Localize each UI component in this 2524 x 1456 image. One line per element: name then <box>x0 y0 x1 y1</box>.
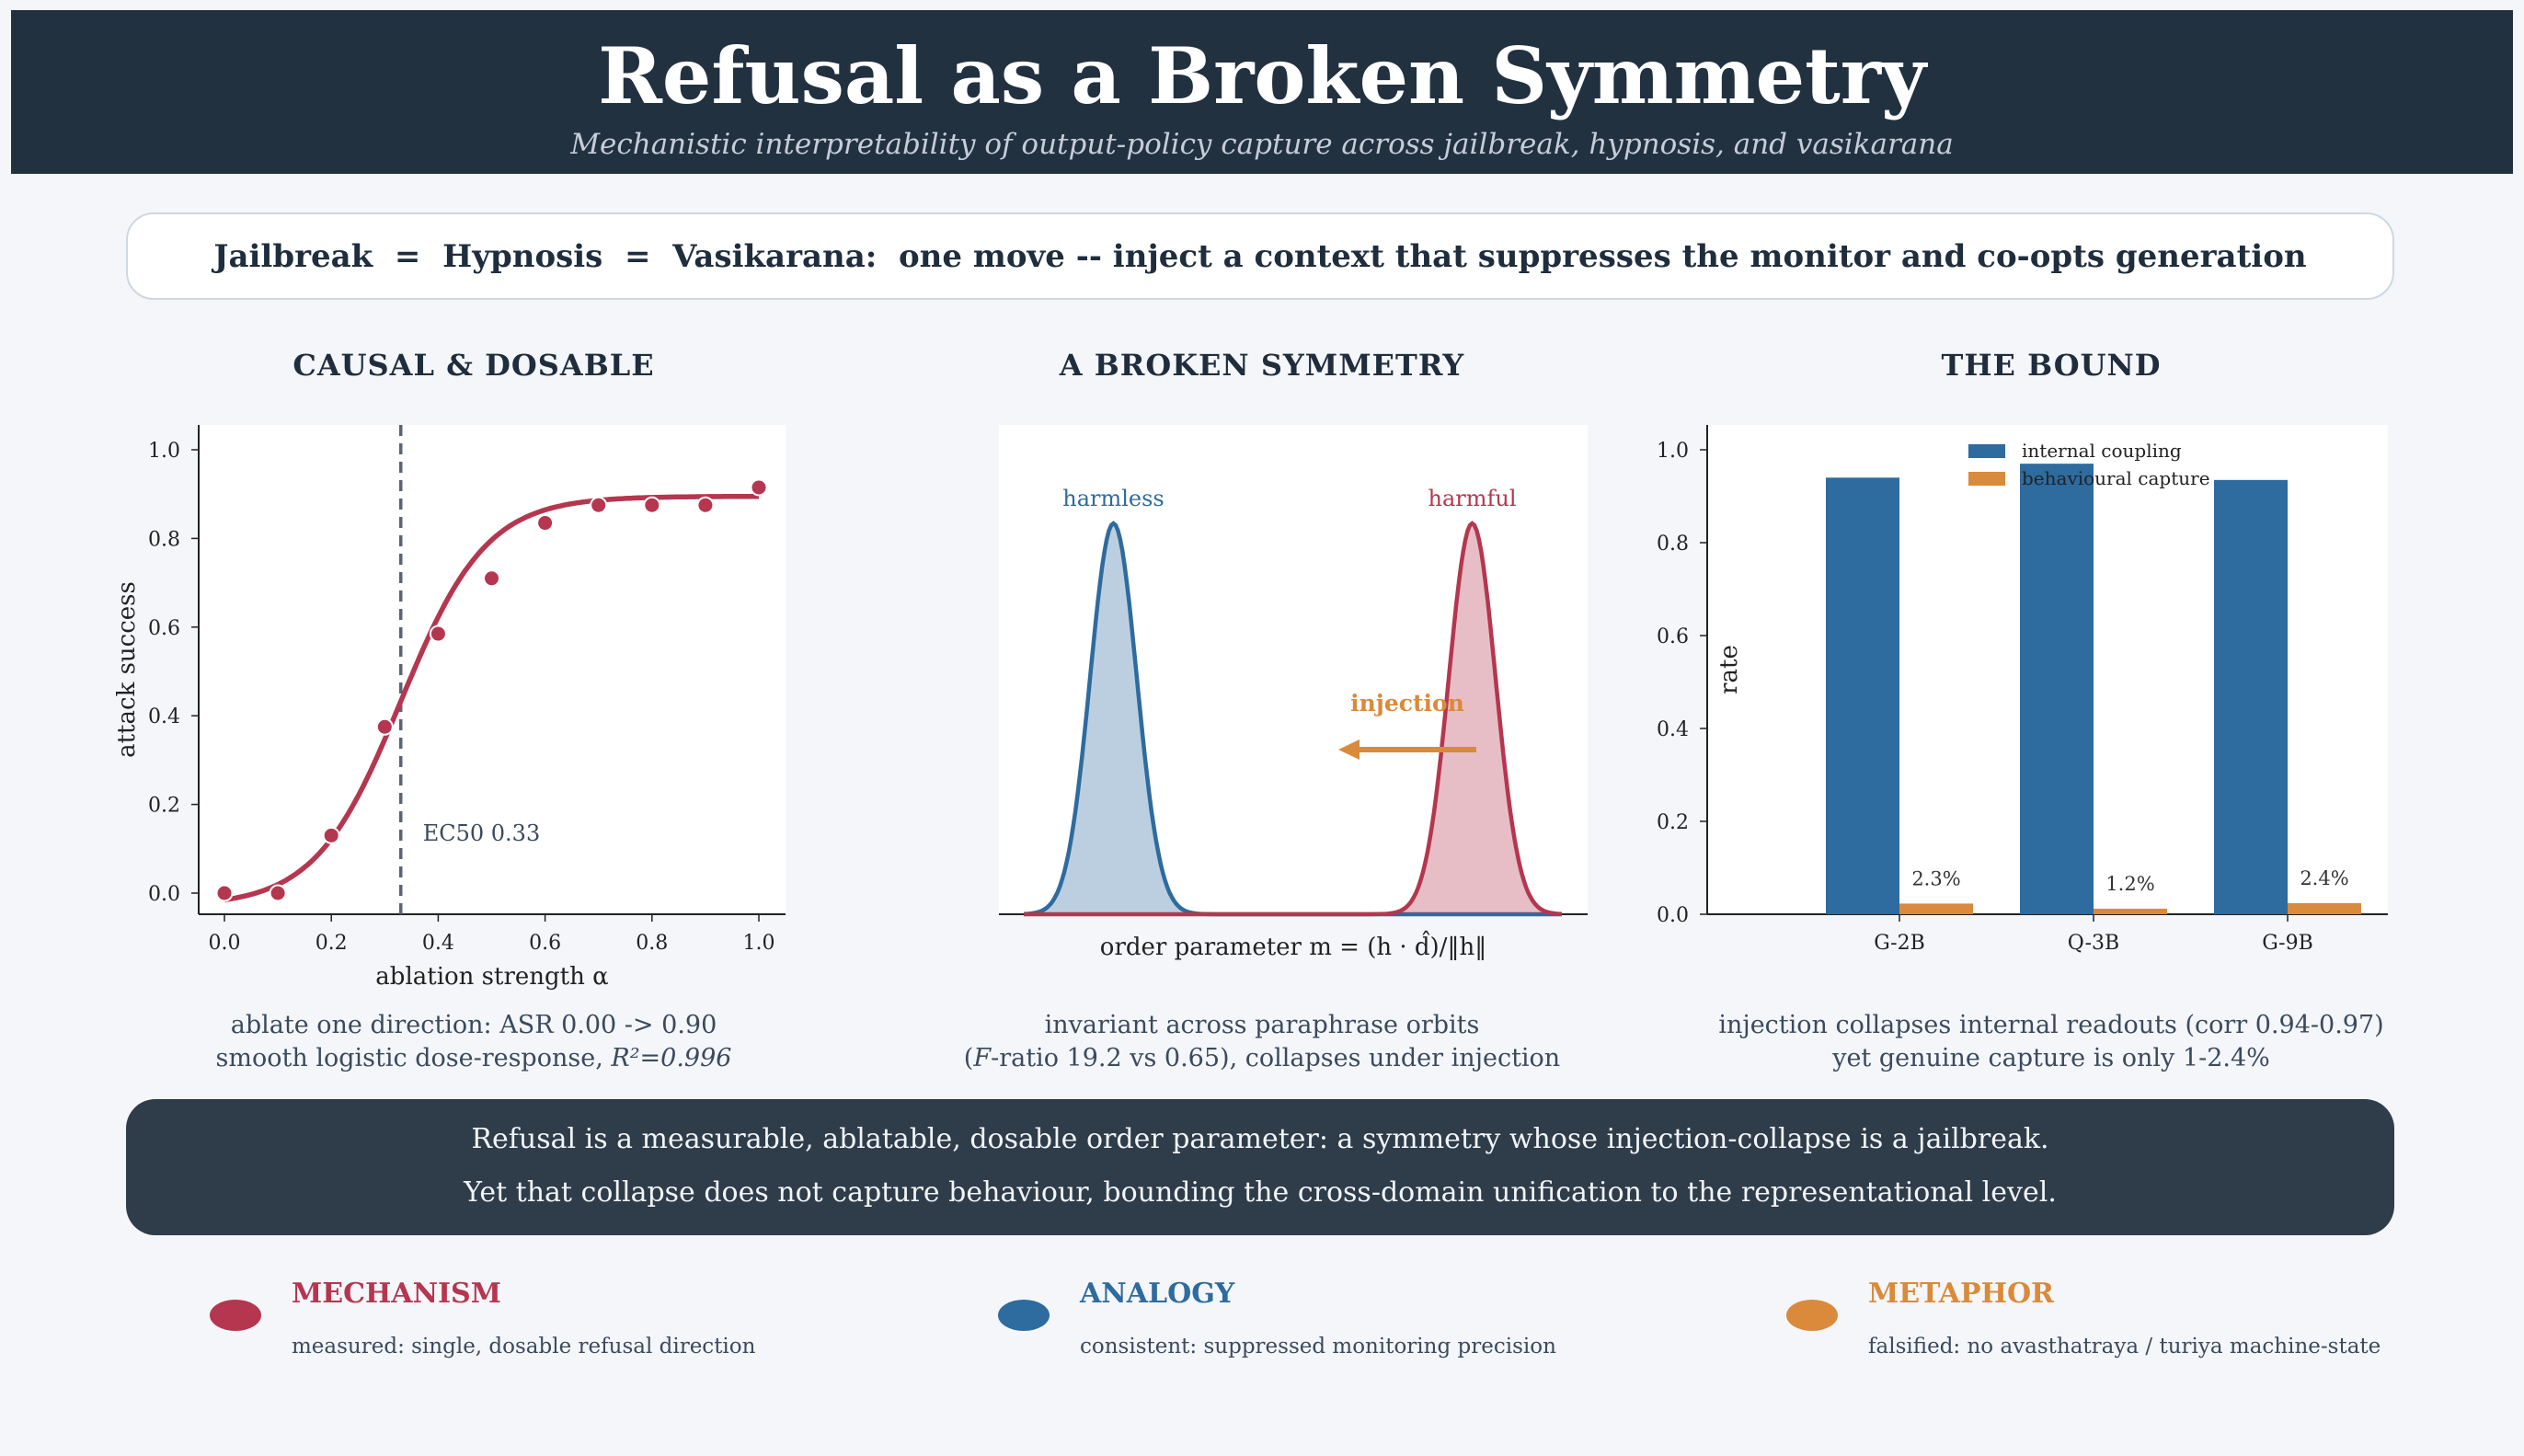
x-tick-label-dose: 0.2 <box>316 932 348 955</box>
data-point-dose <box>590 496 608 514</box>
legend-label-bound: internal coupling <box>2022 440 2182 462</box>
caption-symmetry-open: ( <box>963 1044 974 1072</box>
harmless-distribution-fill <box>1024 523 1562 914</box>
injection-arrow-head-icon <box>1338 739 1360 760</box>
analogy-dot-icon <box>998 1300 1050 1331</box>
data-point-dose <box>375 717 394 736</box>
x-tick-label-dose: 0.4 <box>422 932 454 955</box>
y-tick-label-dose: 0.8 <box>148 528 180 551</box>
panel-title-bound: THE BOUND <box>1941 348 2162 383</box>
y-tick-label-dose: 1.0 <box>148 440 180 463</box>
x-tick-label-dose: 0.0 <box>209 932 241 955</box>
y-tick-label-bound: 0.2 <box>1657 811 1689 834</box>
x-axis-label-symmetry: order parameter m = (h · d̂)/‖h‖ <box>1100 930 1486 961</box>
bar-data-label: 2.4% <box>2300 867 2348 889</box>
mechanism-dot-icon <box>210 1300 261 1331</box>
y-tick-label-dose: 0.2 <box>148 795 180 818</box>
y-tick-label-bound: 0.4 <box>1657 718 1689 741</box>
x-tick-label-dose: 1.0 <box>743 932 775 955</box>
y-tick-label-dose: 0.6 <box>148 617 180 640</box>
data-point-dose <box>322 826 340 844</box>
injection-label: injection <box>1350 690 1464 717</box>
caption-bound: injection collapses internal readouts (c… <box>1683 1009 2419 1075</box>
harmful-label: harmful <box>1428 486 1516 511</box>
caption-symmetry-line2: -ratio 19.2 vs 0.65), collapses under in… <box>991 1044 1561 1072</box>
caption-causal-line2: smooth logistic dose-response, <box>215 1044 612 1072</box>
y-tick-label-dose: 0.0 <box>148 883 180 906</box>
legend-swatch-bound <box>1968 472 2005 486</box>
data-point-dose <box>483 569 500 588</box>
harmless-label: harmless <box>1062 486 1164 511</box>
data-point-dose <box>429 625 447 643</box>
data-point-dose <box>269 884 287 902</box>
category-label: G-2B <box>1874 932 1925 955</box>
ec50-annotation: EC50 0.33 <box>423 820 540 846</box>
legend-mechanism-head: MECHANISM <box>292 1278 501 1310</box>
conclusion-line1: Refusal is a measurable, ablatable, dosa… <box>471 1123 2049 1155</box>
y-axis-label-bound: rate <box>1715 645 1743 694</box>
y-tick-label-bound: 0.6 <box>1657 625 1689 648</box>
data-point-dose <box>750 478 768 497</box>
bar-internal-coupling <box>1826 477 1899 914</box>
plot-area-symmetry <box>999 425 1588 914</box>
bar-behavioural-capture <box>2094 908 2167 914</box>
legend-mechanism-desc: measured: single, dosable refusal direct… <box>292 1335 756 1359</box>
x-tick-label-dose: 0.6 <box>529 932 561 955</box>
x-tick-label-dose: 0.8 <box>636 932 668 955</box>
bar-data-label: 1.2% <box>2105 873 2154 895</box>
x-axis-label-dose: ablation strength α <box>375 963 608 991</box>
legend-metaphor-head: METAPHOR <box>1868 1278 2055 1310</box>
caption-bound-line1: injection collapses internal readouts (c… <box>1718 1011 2384 1039</box>
panel-title-causal: CAUSAL & DOSABLE <box>293 348 655 383</box>
caption-causal-line1: ablate one direction: ASR 0.00 -> 0.90 <box>230 1011 717 1039</box>
logistic-fit-line <box>224 493 759 903</box>
caption-bound-line2: yet genuine capture is only 1-2.4% <box>1832 1044 2270 1072</box>
caption-symmetry-f: F <box>973 1044 992 1072</box>
header-bar: Refusal as a Broken Symmetry Mechanistic… <box>11 10 2513 174</box>
category-label: G-9B <box>2262 932 2313 955</box>
harmful-distribution-curve <box>1024 521 1563 917</box>
bar-behavioural-capture <box>1899 903 1973 914</box>
metaphor-dot-icon <box>1786 1300 1838 1331</box>
data-point-dose <box>536 514 555 533</box>
category-label: Q-3B <box>2068 932 2119 955</box>
bar-data-label: 2.3% <box>1911 867 1960 889</box>
legend-metaphor-desc: falsified: no avasthatraya / turiya mach… <box>1868 1335 2381 1359</box>
conclusion-box: Refusal is a measurable, ablatable, dosa… <box>126 1099 2394 1235</box>
harmful-distribution-fill <box>1024 523 1562 914</box>
legend-analogy-head: ANALOGY <box>1080 1278 1235 1310</box>
conclusion-line2: Yet that collapse does not capture behav… <box>464 1176 2057 1209</box>
legend-swatch-bound <box>1968 444 2005 458</box>
y-tick-label-bound: 0.8 <box>1657 533 1689 556</box>
y-axis-label-dose: attack success <box>113 581 141 758</box>
caption-causal: ablate one direction: ASR 0.00 -> 0.90 s… <box>106 1009 842 1075</box>
bar-internal-coupling <box>2020 464 2094 914</box>
y-tick-label-dose: 0.4 <box>148 705 180 728</box>
data-point-dose <box>215 884 234 902</box>
thesis-banner: Jailbreak = Hypnosis = Vasikarana: one m… <box>126 212 2394 300</box>
y-tick-label-bound: 0.0 <box>1657 904 1689 927</box>
legend-analogy-desc: consistent: suppressed monitoring precis… <box>1080 1335 1556 1359</box>
page-subtitle: Mechanistic interpretability of output-p… <box>570 128 1954 161</box>
data-point-dose <box>696 496 715 514</box>
page-title: Refusal as a Broken Symmetry <box>598 30 1926 121</box>
caption-symmetry: invariant across paraphrase orbits (F-ra… <box>894 1009 1630 1075</box>
plot-area-dose <box>199 425 786 914</box>
caption-causal-r2: R²=0.996 <box>611 1044 732 1072</box>
bar-behavioural-capture <box>2288 902 2361 914</box>
bar-internal-coupling <box>2214 479 2288 914</box>
panel-title-symmetry: A BROKEN SYMMETRY <box>1059 348 1465 383</box>
legend-label-bound: behavioural capture <box>2022 467 2210 489</box>
y-tick-label-bound: 1.0 <box>1657 440 1689 463</box>
data-point-dose <box>643 496 661 514</box>
caption-symmetry-line1: invariant across paraphrase orbits <box>1044 1011 1480 1039</box>
